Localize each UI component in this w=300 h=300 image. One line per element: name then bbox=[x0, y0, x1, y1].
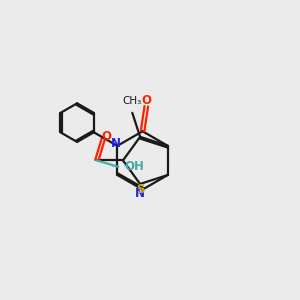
Text: O: O bbox=[141, 94, 151, 107]
Text: N: N bbox=[135, 188, 145, 200]
Text: OH: OH bbox=[125, 160, 145, 173]
Text: N: N bbox=[111, 137, 121, 150]
Text: S: S bbox=[136, 183, 144, 196]
Text: CH₃: CH₃ bbox=[123, 96, 142, 106]
Text: O: O bbox=[102, 130, 112, 143]
